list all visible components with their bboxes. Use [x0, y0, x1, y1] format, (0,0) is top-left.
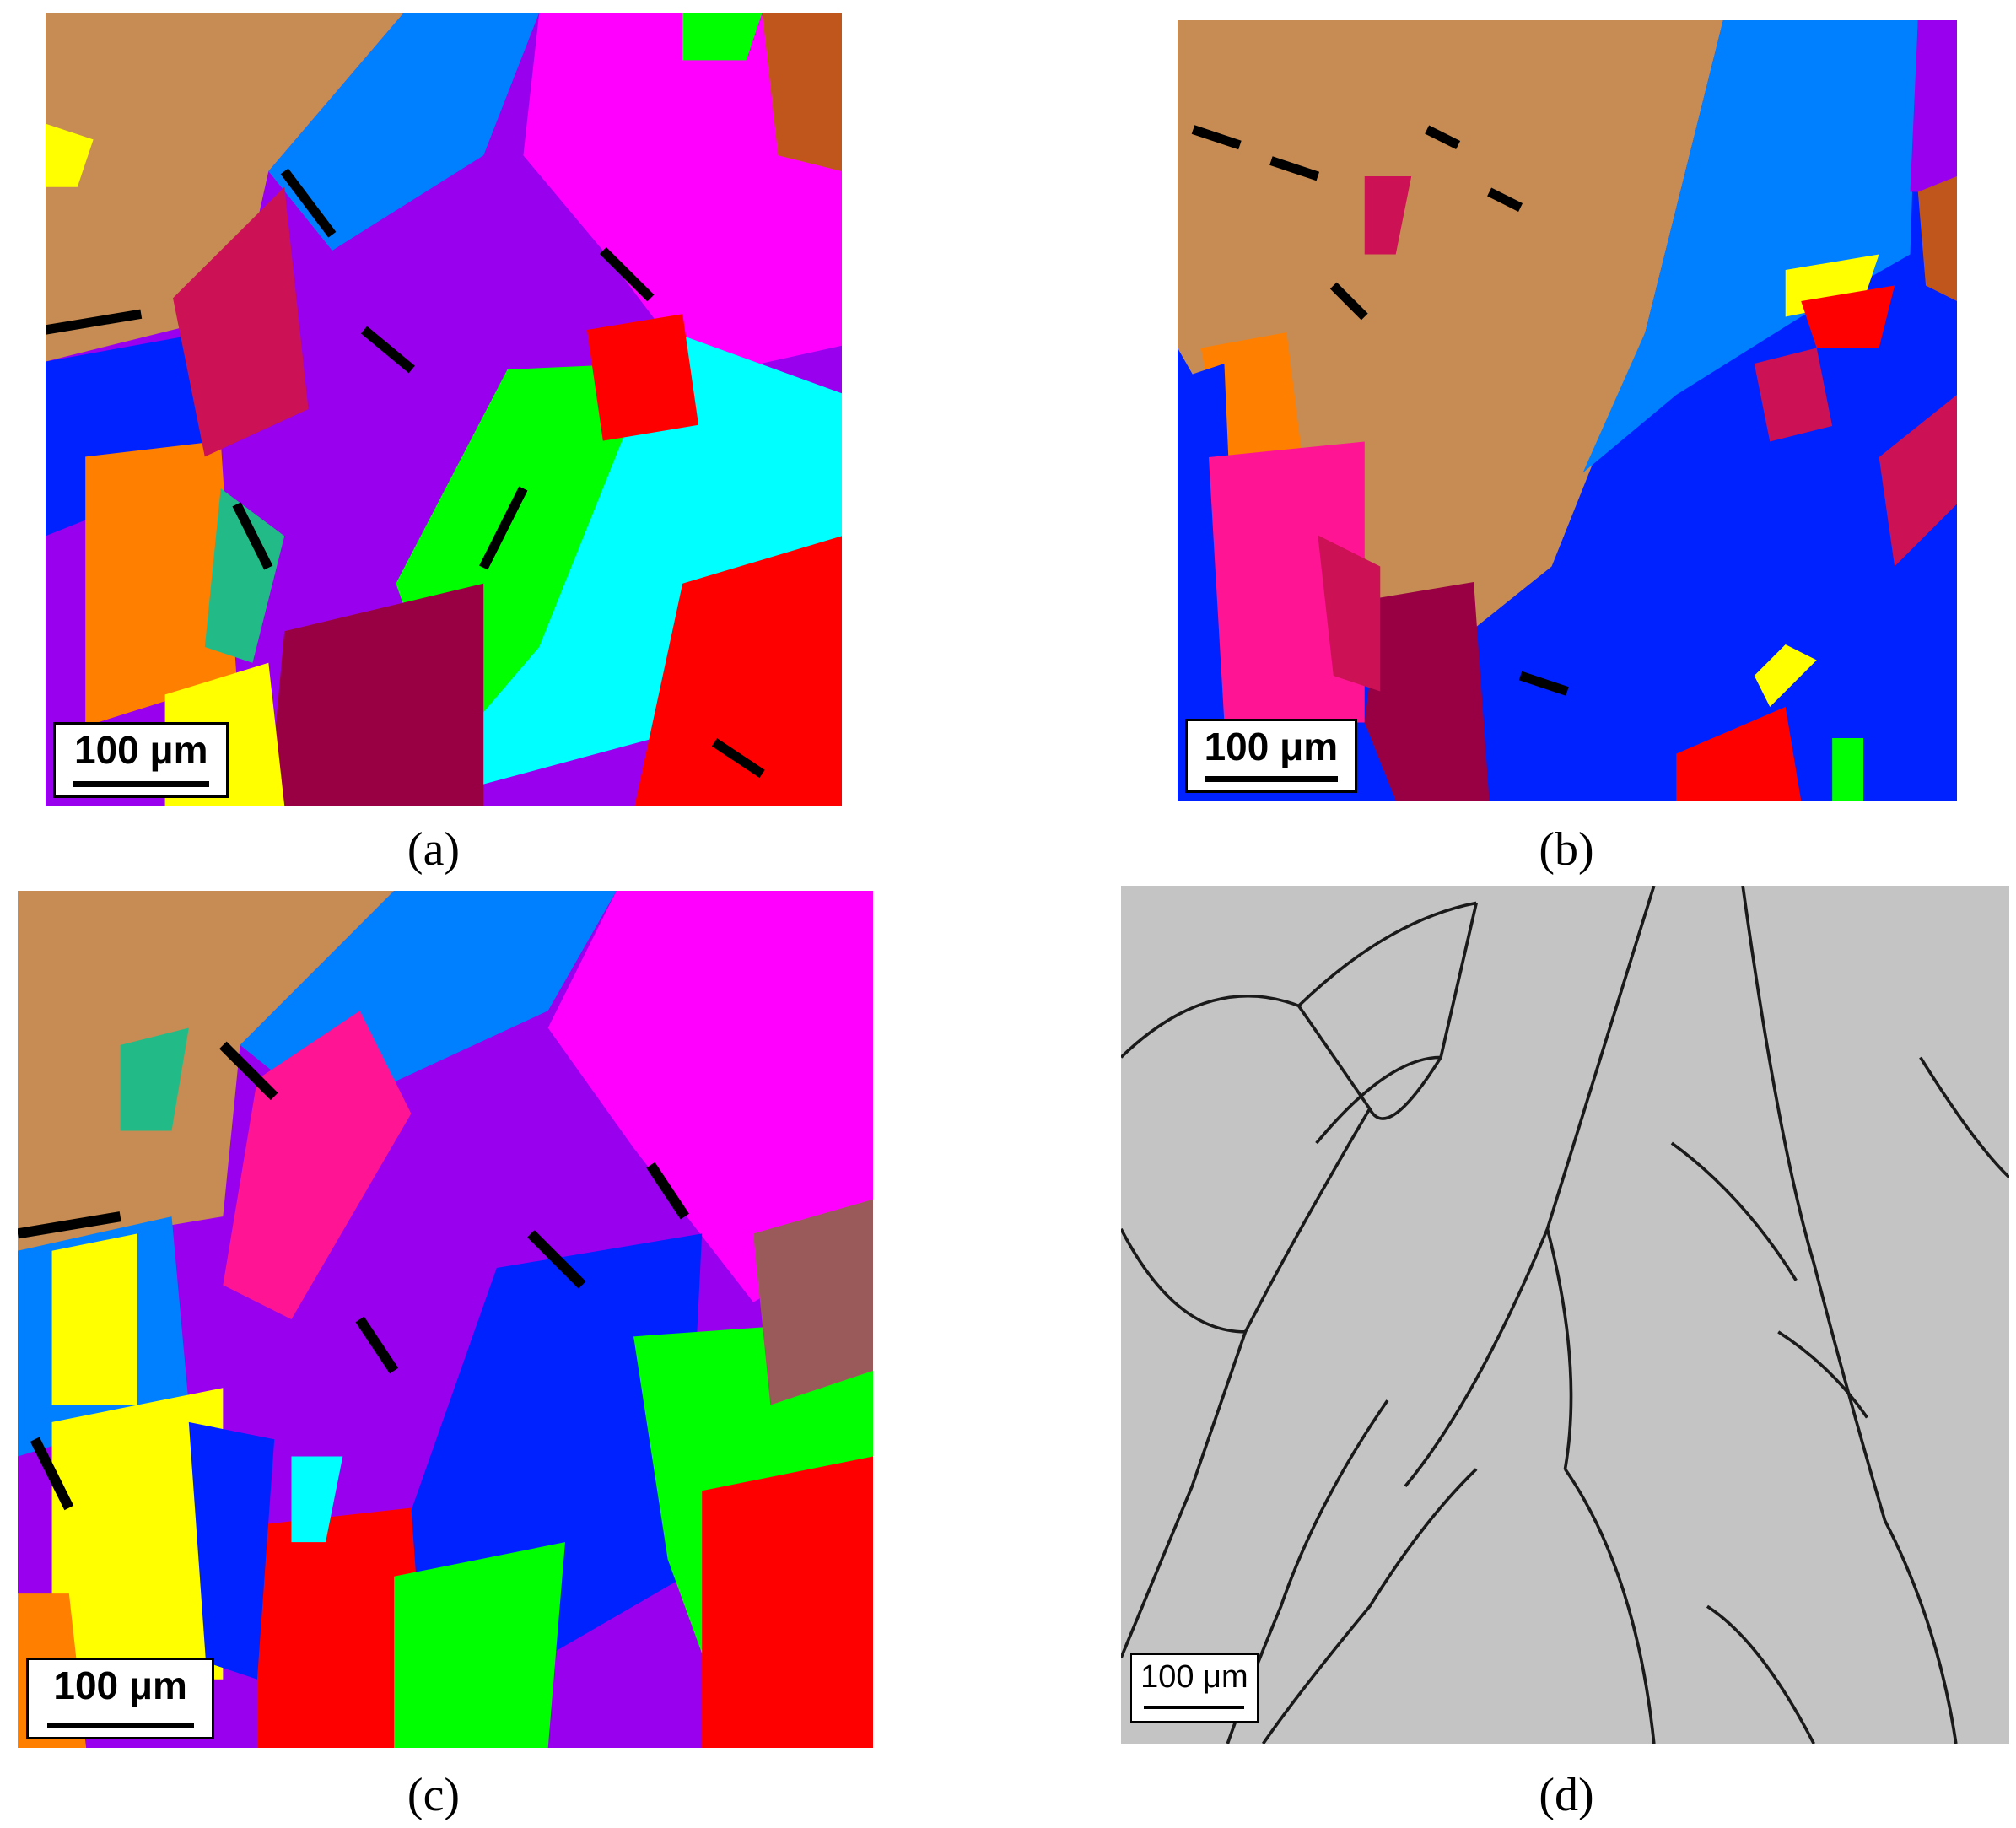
scale-bar: 100 μm: [26, 1658, 215, 1739]
scale-bar-line: [73, 780, 209, 787]
micrograph-d: 100 μm: [1121, 886, 2009, 1744]
panel-label: (a): [407, 823, 461, 876]
ebsd-map-b: 100 μm: [1178, 20, 1957, 801]
ebsd-map-a: 100 μm: [46, 13, 842, 806]
scale-bar-label: 100 μm: [1204, 724, 1339, 768]
micrograph: [1121, 886, 2009, 1744]
scale-bar: 100 μm: [1129, 1653, 1259, 1723]
panel-label: (c): [407, 1769, 461, 1821]
scale-bar-line: [46, 1722, 194, 1728]
scale-bar-label: 100 μm: [53, 1664, 187, 1708]
scale-bar-line: [1204, 775, 1338, 782]
panel-label: (b): [1539, 823, 1594, 876]
grain-map: [18, 891, 873, 1748]
scale-bar-label: 100 μm: [1140, 1659, 1248, 1696]
scale-bar-line: [1144, 1705, 1245, 1709]
grain-map: [46, 13, 842, 806]
scale-bar: 100 μm: [53, 722, 229, 798]
scale-bar-label: 100 μm: [73, 728, 208, 773]
panel-label: (d): [1539, 1769, 1594, 1821]
ebsd-map-c: 100 μm: [18, 891, 873, 1748]
grain-map: [1178, 20, 1957, 801]
scale-bar: 100 μm: [1185, 718, 1357, 793]
